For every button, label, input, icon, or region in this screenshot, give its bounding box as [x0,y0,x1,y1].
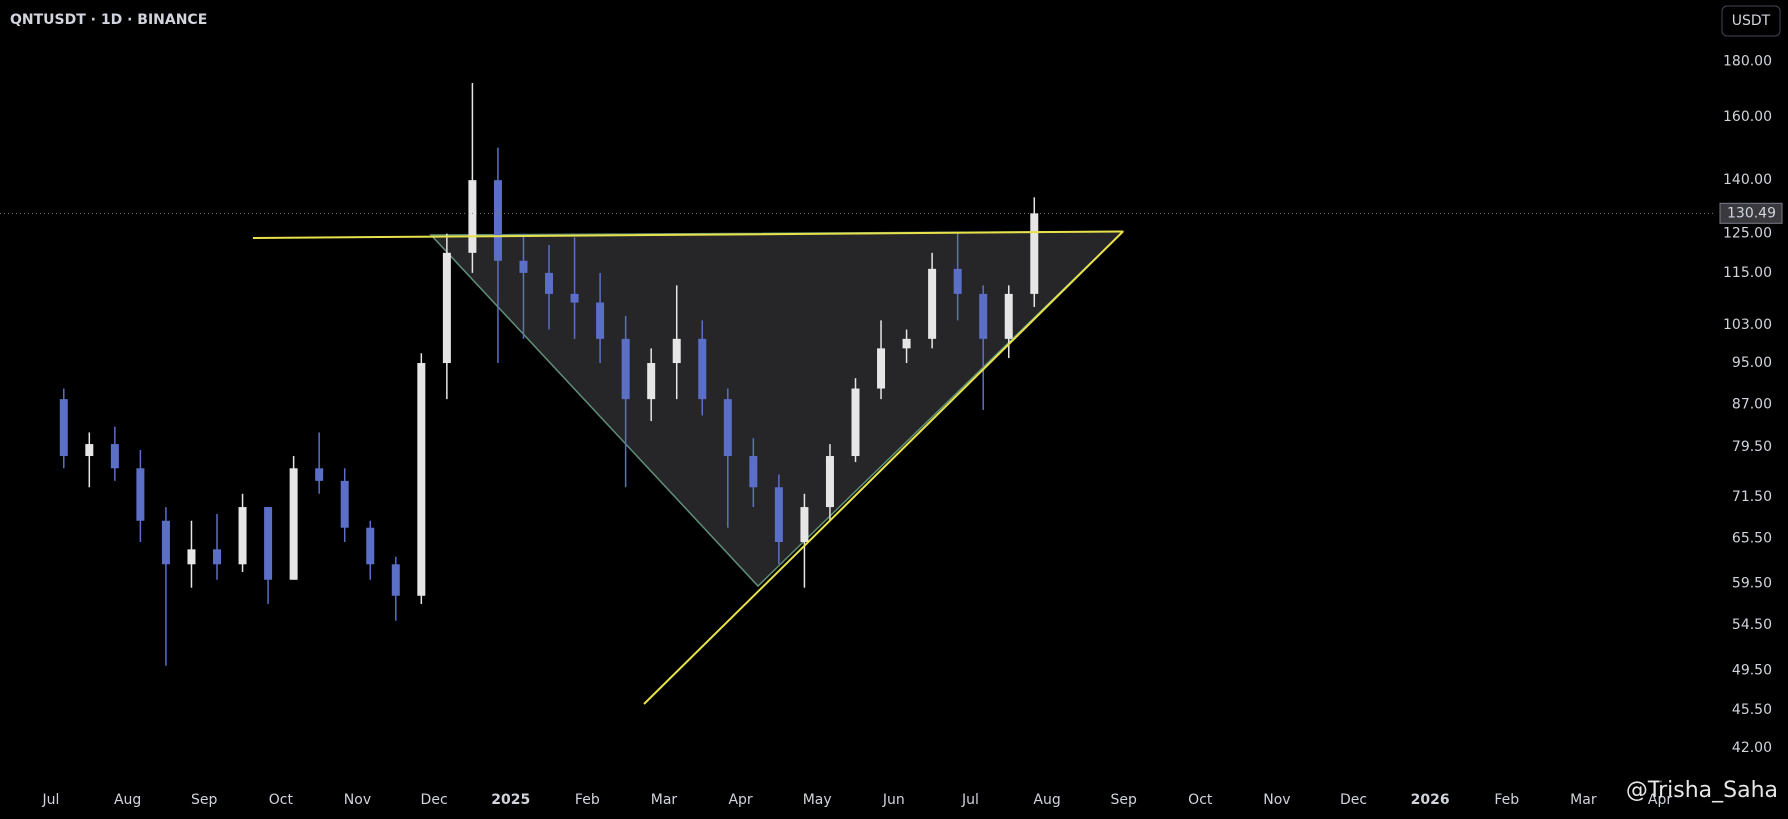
candle-body [1030,213,1039,294]
candles [59,83,1039,666]
y-tick-label: 115.00 [1723,265,1772,281]
candle-body [340,480,349,528]
candle-body [800,507,809,543]
candle-body [187,549,196,565]
x-tick-label: Oct [269,792,294,808]
y-tick-label: 71.50 [1732,489,1772,505]
y-tick-label: 103.00 [1723,317,1772,333]
y-tick-label: 140.00 [1723,172,1772,188]
x-tick-label: Mar [1570,792,1597,808]
candle-body [851,388,860,457]
candle-body [289,468,298,580]
watermark: @Trisha_Saha [1626,778,1778,803]
candle-body [59,399,68,457]
x-tick-label: Sep [191,792,218,808]
x-tick-label: Nov [1263,792,1290,808]
candle-body [264,507,273,580]
y-tick-label: 125.00 [1723,226,1772,242]
last-price-label: 130.49 [1727,205,1776,221]
candle-body [161,520,170,565]
candle-body [902,338,911,349]
x-tick-label: Apr [728,792,752,808]
candle-body [110,444,119,469]
candle-body [749,456,758,488]
candle-body [493,180,502,261]
y-tick-label: 45.50 [1732,702,1772,718]
currency-label[interactable]: USDT [1732,13,1771,29]
x-tick-label: Feb [575,792,600,808]
candle-body [1004,293,1013,339]
y-tick-label: 160.00 [1723,109,1772,125]
x-tick-label: 2026 [1411,792,1450,808]
x-tick-label: 2025 [491,792,530,808]
y-tick-label: 79.50 [1732,439,1772,455]
resistance-line [252,230,1124,239]
candle-body [238,507,247,565]
candle-body [85,444,94,457]
x-tick-label: Apr [1648,792,1672,808]
y-tick-label: 65.50 [1732,530,1772,546]
x-tick-label: Aug [1033,792,1060,808]
candle-body [315,468,324,481]
candle-body [417,363,426,596]
x-tick-label: Jul [961,792,979,808]
candle-body [928,268,937,339]
chart-title: QNTUSDT · 1D · BINANCE [10,12,207,28]
x-tick-label: Jun [882,792,905,808]
candle-body [877,348,886,389]
candle-body [825,456,834,508]
y-tick-label: 42.00 [1732,740,1772,756]
candle-body [136,468,145,521]
y-tick-label: 54.50 [1732,617,1772,633]
candle-body [545,272,554,294]
candle-body [979,293,988,339]
support-line [643,230,1124,705]
x-tick-label: Nov [344,792,371,808]
y-tick-label: 95.00 [1732,355,1772,371]
candle-body [621,338,630,400]
currency-button[interactable] [1721,5,1781,37]
candle-body [698,338,707,400]
x-tick-label: Mar [651,792,678,808]
candle-body [391,564,400,596]
x-tick-label: Aug [114,792,141,808]
candle-body [570,293,579,303]
y-tick-label: 49.50 [1732,663,1772,679]
candle-body [672,338,681,364]
candle-body [596,302,605,339]
candle-body [366,527,375,565]
x-tick-label: Dec [421,792,448,808]
y-tick-label: 59.50 [1732,576,1772,592]
candle-body [442,252,451,364]
y-tick-label: 180.00 [1723,54,1772,70]
candle-body [953,268,962,294]
x-tick-label: Feb [1494,792,1519,808]
last-price-box [1719,202,1783,224]
y-tick-label: 87.00 [1732,397,1772,413]
candle-body [723,399,732,457]
x-tick-label: Sep [1110,792,1137,808]
x-tick-label: Dec [1340,792,1367,808]
candle-body [468,180,477,253]
x-tick-label: May [803,792,832,808]
candle-body [647,363,656,400]
candle-body [213,549,222,565]
x-tick-label: Jul [42,792,60,808]
candle-body [519,260,528,273]
candle-body [774,487,783,543]
x-tick-label: Oct [1188,792,1213,808]
